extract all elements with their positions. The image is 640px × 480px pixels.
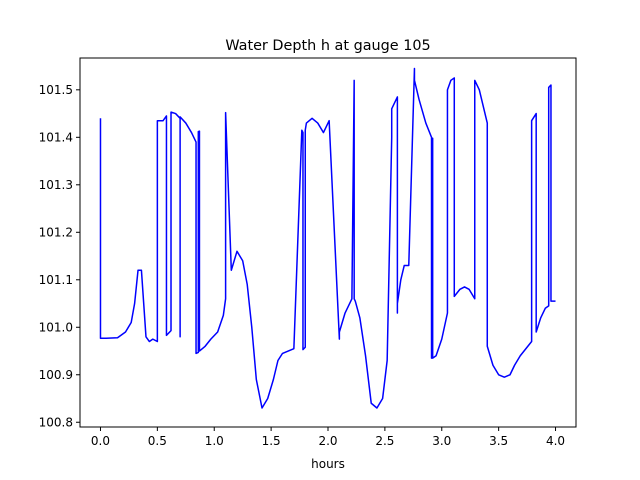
x-tick-label: 4.0 [546, 434, 565, 448]
x-tick-label: 2.0 [318, 434, 337, 448]
y-tick-label: 101.3 [39, 178, 73, 192]
x-tick-label: 0.5 [148, 434, 167, 448]
y-tick-label: 101.0 [39, 320, 73, 334]
x-axis-label: hours [311, 457, 345, 471]
chart-title: Water Depth h at gauge 105 [225, 38, 430, 54]
y-axis: 100.8 100.9 101.0 101.1 101.2 101.3 101.4 101.5 [39, 83, 80, 429]
x-axis: 0.0 0.5 1.0 1.5 2.0 2.5 3.0 3.5 4.0 [91, 427, 565, 448]
series-line-0 [99, 67, 556, 409]
x-tick-label: 3.5 [489, 434, 508, 448]
y-tick-label: 100.9 [39, 368, 73, 382]
x-tick-label: 1.0 [205, 434, 224, 448]
x-tick-label: 2.5 [375, 434, 394, 448]
y-tick-label: 101.1 [39, 273, 73, 287]
y-tick-label: 101.4 [39, 130, 73, 144]
x-tick-label: 0.0 [91, 434, 110, 448]
y-tick-label: 100.8 [39, 415, 73, 429]
y-tick-label: 101.2 [39, 225, 73, 239]
x-tick-label: 1.5 [262, 434, 281, 448]
y-tick-label: 101.5 [39, 83, 73, 97]
x-tick-label: 3.0 [432, 434, 451, 448]
